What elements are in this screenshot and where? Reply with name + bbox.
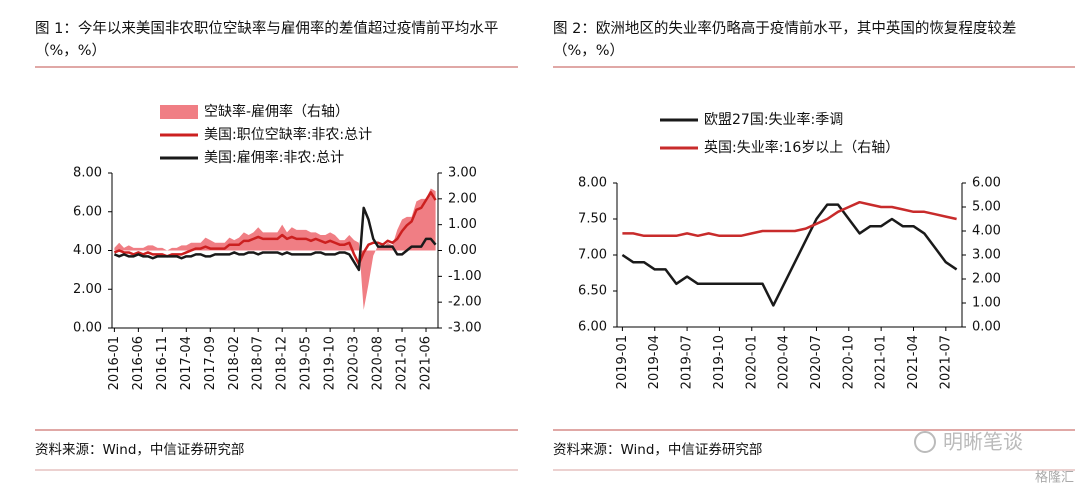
line xyxy=(113,206,437,272)
x-tick-label: 2021-06 xyxy=(419,336,434,390)
x-tick-label: 2016-06 xyxy=(131,336,146,390)
line xyxy=(622,200,957,238)
y2-tick-label: 1.00 xyxy=(448,217,477,232)
watermark-icon xyxy=(914,431,936,453)
x-tick-label: 2019-10 xyxy=(323,336,338,390)
y2-tick-label: -1.00 xyxy=(448,269,482,284)
y2-tick-label: 5.00 xyxy=(972,200,1001,215)
y2-tick-label: 6.00 xyxy=(972,176,1001,191)
chart-title: 图 2：欧洲地区的失业率仍略高于疫情前水平，其中英国的恢复程度较差（%，%） xyxy=(553,21,1017,59)
x-tick-label: 2016-11 xyxy=(155,336,170,390)
x-tick-label: 2017-04 xyxy=(179,336,194,390)
x-tick-label: 2019-05 xyxy=(299,336,314,390)
source: 资料来源：Wind，中信证券研究部 xyxy=(35,442,245,458)
watermark-brand: 格隆汇 xyxy=(1035,470,1074,486)
x-tick-label: 2020-03 xyxy=(347,336,362,390)
legend-label: 欧盟27国:失业率:季调 xyxy=(704,111,843,128)
legend-label: 空缺率-雇佣率（右轴） xyxy=(204,103,349,120)
legend-label: 美国:职位空缺率:非农:总计 xyxy=(204,126,372,143)
x-tick-label: 2020-08 xyxy=(371,336,386,390)
x-tick-label: 2016-01 xyxy=(107,336,122,390)
x-tick-label: 2018-12 xyxy=(275,336,290,390)
legend-label: 英国:失业率:16岁以上（右轴） xyxy=(704,139,899,156)
x-tick-label: 2020-04 xyxy=(777,335,792,389)
y-tick-label: 8.00 xyxy=(73,166,102,181)
y-tick-label: 7.50 xyxy=(578,212,607,227)
line xyxy=(621,203,958,307)
x-tick-label: 2019-07 xyxy=(680,335,695,389)
y2-tick-label: 0.00 xyxy=(448,243,477,258)
watermark: 明晰笔谈 xyxy=(943,430,1023,454)
y-tick-label: 2.00 xyxy=(73,282,102,297)
x-tick-label: 2017-09 xyxy=(203,336,218,390)
y2-tick-label: 2.00 xyxy=(972,272,1001,287)
x-tick-label: 2018-07 xyxy=(251,336,266,390)
legend-label: 美国:雇佣率:非农:总计 xyxy=(204,149,344,166)
y2-tick-label: 1.00 xyxy=(972,296,1001,311)
x-tick-label: 2020-10 xyxy=(841,335,856,389)
y2-tick-label: 3.00 xyxy=(972,248,1001,263)
y-tick-label: 6.00 xyxy=(73,204,102,219)
x-tick-label: 2019-04 xyxy=(647,335,662,389)
y-tick-label: 0.00 xyxy=(73,321,102,336)
x-tick-label: 2021-04 xyxy=(906,335,921,389)
legend-swatch xyxy=(160,105,198,119)
y2-tick-label: -3.00 xyxy=(448,321,482,336)
y2-tick-label: -2.00 xyxy=(448,295,482,310)
y2-tick-label: 0.00 xyxy=(972,320,1001,335)
x-tick-label: 2019-01 xyxy=(615,335,630,389)
y-tick-label: 7.00 xyxy=(578,248,607,263)
x-tick-label: 2020-01 xyxy=(744,335,759,389)
x-tick-label: 2021-07 xyxy=(938,335,953,389)
y-tick-label: 6.50 xyxy=(578,284,607,299)
x-tick-label: 2021-01 xyxy=(395,336,410,390)
x-tick-label: 2019-10 xyxy=(712,335,727,389)
x-tick-label: 2021-01 xyxy=(874,335,889,389)
y-tick-label: 4.00 xyxy=(73,243,102,258)
y2-tick-label: 4.00 xyxy=(972,224,1001,239)
source: 资料来源：Wind，中信证券研究部 xyxy=(553,442,763,458)
chart-title: 图 1：今年以来美国非农职位空缺率与雇佣率的差值超过疫情前平均水平（%，%） xyxy=(35,21,499,59)
area xyxy=(114,188,436,310)
y2-tick-label: 2.00 xyxy=(448,191,477,206)
y-tick-label: 6.00 xyxy=(578,320,607,335)
y-tick-label: 8.00 xyxy=(578,176,607,191)
y2-tick-label: 3.00 xyxy=(448,166,477,181)
x-tick-label: 2020-07 xyxy=(809,335,824,389)
x-tick-label: 2018-02 xyxy=(227,336,242,390)
